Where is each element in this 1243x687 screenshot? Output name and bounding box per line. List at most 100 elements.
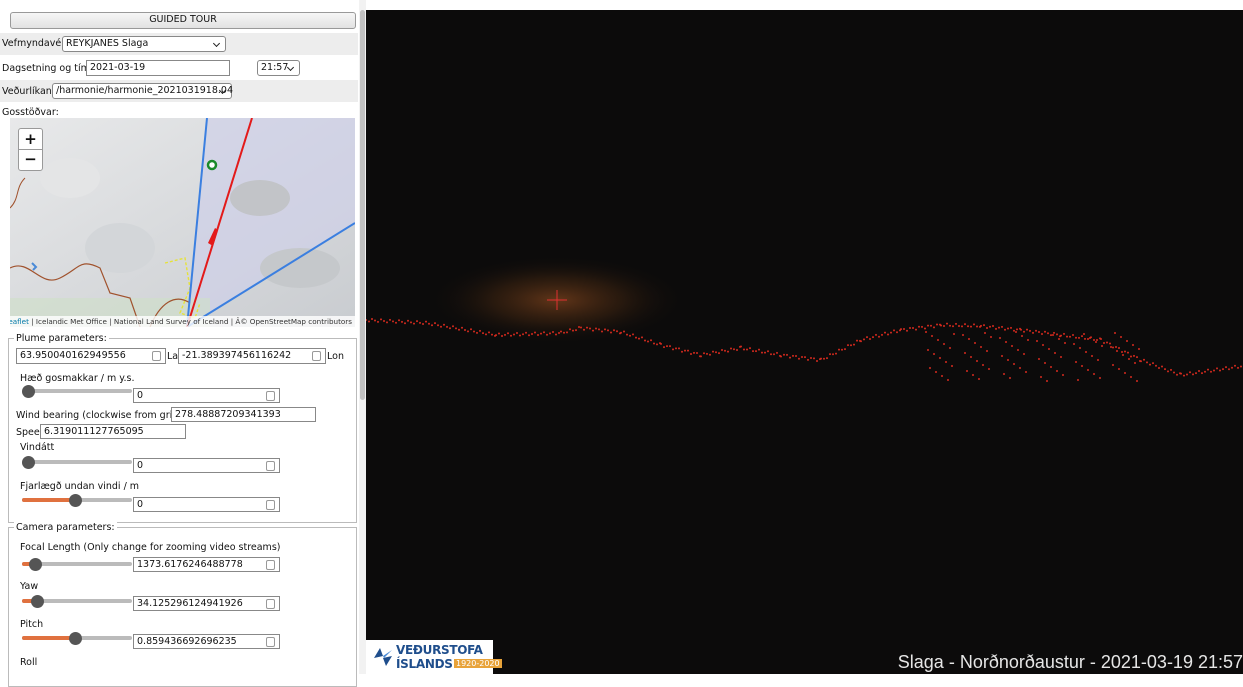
slider-thumb[interactable] <box>69 494 82 507</box>
ridge-dot <box>1103 342 1105 344</box>
ridge-dot <box>900 328 902 330</box>
ridge-dot <box>776 352 778 354</box>
ridge-dot <box>1079 347 1081 349</box>
camera-legend: Camera parameters: <box>14 522 117 533</box>
camera-select[interactable]: REYKJANES Slaga <box>62 36 226 52</box>
ridge-dot <box>663 346 665 348</box>
ridge-dot <box>1083 333 1085 335</box>
ridge-dot <box>746 349 748 351</box>
ridge-dot <box>1042 344 1044 346</box>
height-slider[interactable] <box>22 389 132 393</box>
ridge-dot <box>937 339 939 341</box>
ridge-dot <box>972 374 974 376</box>
pitch-input[interactable]: 0.859436692696235 <box>133 634 280 649</box>
slider-thumb[interactable] <box>22 385 35 398</box>
ridge-dot <box>1158 367 1160 369</box>
ridge-dot <box>1060 356 1062 358</box>
ridge-dot <box>730 347 732 349</box>
slider-thumb[interactable] <box>31 595 44 608</box>
ridge-dot <box>780 355 782 357</box>
ridge-dot <box>789 357 791 359</box>
ridge-dot <box>510 335 512 337</box>
ridge-dot <box>951 365 953 367</box>
scrollbar-thumb[interactable] <box>360 10 365 400</box>
pitch-value: 0.859436692696235 <box>137 636 237 647</box>
ridge-dot <box>936 324 938 326</box>
ridge-dot <box>1007 327 1009 329</box>
ridge-dot <box>1167 370 1169 372</box>
ridge-dot <box>537 334 539 336</box>
height-value: 0 <box>137 390 143 401</box>
wind-dir-slider[interactable] <box>22 460 132 464</box>
ridge-dot <box>933 353 935 355</box>
date-input[interactable]: 2021-03-19 <box>86 60 230 76</box>
ridge-dot <box>1085 351 1087 353</box>
ridge-dot <box>443 324 445 326</box>
ridge-dot <box>407 320 409 322</box>
ridge-dot <box>1032 332 1034 334</box>
ridge-dot <box>1109 343 1111 345</box>
spin <box>266 637 275 647</box>
ridge-dot <box>909 327 911 329</box>
ridge-dot <box>921 326 923 328</box>
ridge-dot <box>575 329 577 331</box>
focal-input[interactable]: 1373.6176246488778 <box>133 557 280 572</box>
model-select[interactable]: /harmonie/harmonie_2021031918.04 <box>52 83 232 99</box>
ridge-dot <box>392 320 394 322</box>
ridge-dot <box>525 332 527 334</box>
ridge-dot <box>623 330 625 332</box>
ridge-dot <box>973 323 975 325</box>
ridge-dot <box>1089 337 1091 339</box>
ridge-dot <box>703 352 705 354</box>
lat-input[interactable]: 63.950040162949556 <box>16 348 166 364</box>
bearing-input[interactable]: 278.48887209341393 <box>171 407 316 422</box>
slider-thumb[interactable] <box>22 456 35 469</box>
ridge-dot <box>743 348 745 350</box>
ridge-dot <box>398 319 400 321</box>
ridge-dot <box>1072 334 1074 336</box>
slider-thumb[interactable] <box>29 558 42 571</box>
ridge-dot <box>1228 368 1230 370</box>
yaw-input[interactable]: 34.125296124941926 <box>133 596 280 611</box>
distance-input[interactable]: 0 <box>133 497 280 512</box>
ridge-dot <box>773 353 775 355</box>
ridge-dot <box>595 327 597 329</box>
ridge-dot <box>990 336 992 338</box>
ridge-dot <box>607 329 609 331</box>
time-select[interactable]: 21:57 <box>257 60 300 76</box>
date-row: Dagsetning og tími: 2021-03-19 21:57 <box>0 57 358 79</box>
ridge-dot <box>437 324 439 326</box>
guided-tour-button[interactable]: GUIDED TOUR <box>10 12 356 29</box>
ridge-dot <box>949 325 951 327</box>
ridge-dot <box>1019 367 1021 369</box>
ridge-dot <box>841 349 843 351</box>
ridge-dot <box>1128 358 1130 360</box>
zoom-out[interactable]: − <box>18 149 43 171</box>
ridge-dot <box>1122 354 1124 356</box>
ridge-dot <box>1155 365 1157 367</box>
zoom-in[interactable]: + <box>18 128 43 150</box>
wind-dir-input[interactable]: 0 <box>133 458 280 473</box>
ridge-dot <box>989 326 991 328</box>
ridge-dot <box>552 331 554 333</box>
ridge-dot <box>446 326 448 328</box>
lon-input[interactable]: -21.389397456116242 <box>178 348 326 364</box>
ridge-dot <box>1095 341 1097 343</box>
camera-row: Vefmyndavél: REYKJANES Slaga <box>0 33 358 55</box>
spin <box>266 461 275 471</box>
ridge-dot <box>783 354 785 356</box>
leaflet-link[interactable]: Leaflet <box>10 317 29 326</box>
speed-input[interactable]: 6.319011127765095 <box>40 424 186 439</box>
ridge-dot <box>946 323 948 325</box>
map[interactable]: + − Leaflet | Icelandic Met Office | Nat… <box>10 118 355 327</box>
ridge-dot <box>943 325 945 327</box>
ridge-dot <box>1081 335 1083 337</box>
height-input[interactable]: 0 <box>133 388 280 403</box>
ridge-dot <box>1096 339 1098 341</box>
ridge-dot <box>578 326 580 328</box>
slider-thumb[interactable] <box>69 632 82 645</box>
slider-fill <box>22 636 76 640</box>
ridge-dot <box>884 332 886 334</box>
ridge-dot <box>501 335 503 337</box>
ridge-dot <box>878 336 880 338</box>
